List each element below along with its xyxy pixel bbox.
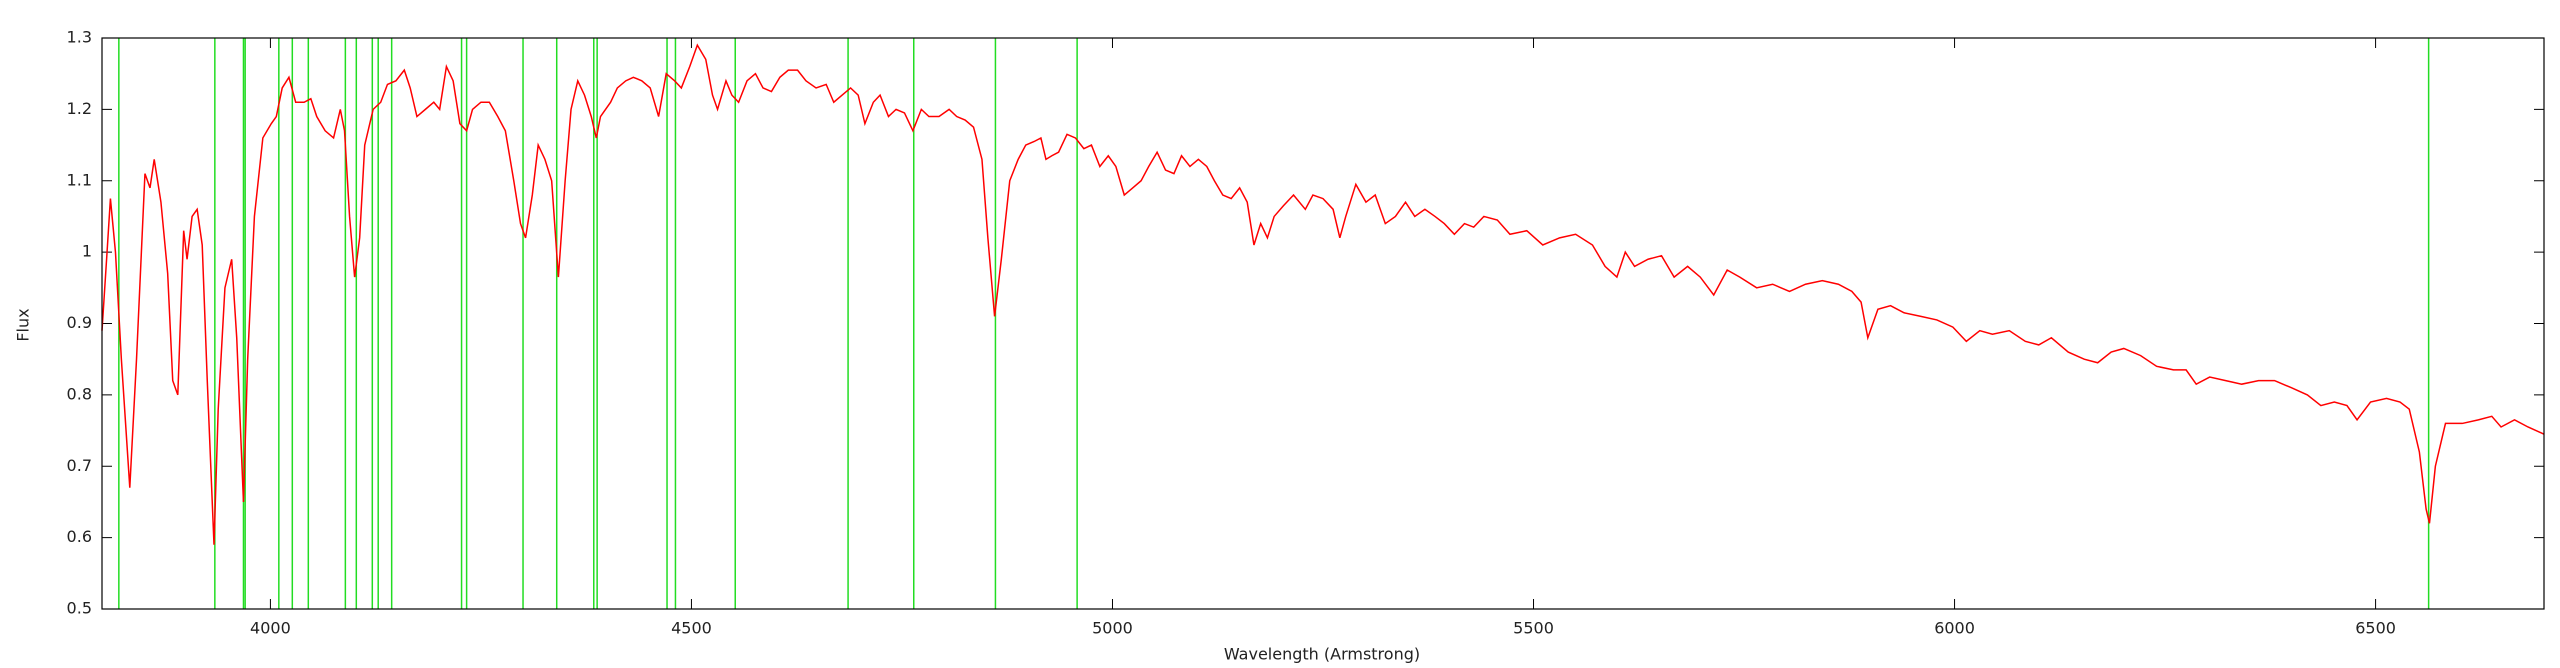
x-tick-label: 6500 [2355, 619, 2396, 638]
x-tick-label: 5000 [1092, 619, 1133, 638]
plot-frame [101, 37, 2545, 610]
y-tick-label: 1.1 [67, 170, 92, 189]
y-tick-label: 0.8 [67, 384, 92, 403]
y-tick-label: 1 [82, 242, 92, 261]
x-tick-label: 6000 [1934, 619, 1975, 638]
x-tick-label: 4000 [250, 619, 291, 638]
x-tick-label: 4500 [671, 619, 712, 638]
y-tick-label: 0.5 [67, 599, 92, 618]
y-tick-label: 0.7 [67, 456, 92, 475]
y-tick-label: 0.9 [67, 313, 92, 332]
y-tick-label: 1.2 [67, 99, 92, 118]
x-axis-label: Wavelength (Armstrong) [1224, 645, 1420, 664]
spectrum-line [101, 43, 2545, 545]
y-tick-label: 0.6 [67, 527, 92, 546]
x-tick-label: 5500 [1513, 619, 1554, 638]
y-tick-label: 1.3 [67, 28, 92, 47]
y-axis-label: Flux [14, 308, 33, 341]
